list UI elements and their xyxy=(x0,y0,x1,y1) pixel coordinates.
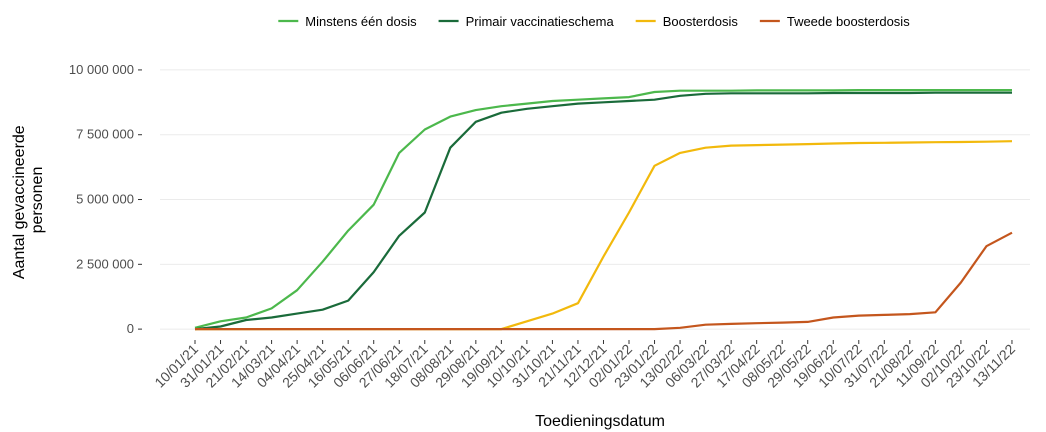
series-line xyxy=(195,140,1013,331)
series-line xyxy=(195,231,1013,331)
y-tick-label: 7 500 000 xyxy=(76,127,134,142)
legend-label: Boosterdosis xyxy=(663,14,739,29)
legend-label: Primair vaccinatieschema xyxy=(466,14,615,29)
y-axis-title-line: personen xyxy=(29,167,46,234)
series-line xyxy=(194,91,1012,331)
x-axis-title: Toedieningsdatum xyxy=(535,413,665,430)
y-axis-title: Aantal gevaccineerde personen xyxy=(11,121,46,279)
y-tick-label: 0 xyxy=(127,321,134,336)
legend-label: Minstens één dosis xyxy=(305,14,417,29)
y-tick-label: 2 500 000 xyxy=(76,256,134,271)
legend-label: Tweede boosterdosis xyxy=(787,14,910,29)
y-tick-label: 10 000 000 xyxy=(69,62,134,77)
legend: Minstens één dosis Primair vaccinatiesche… xyxy=(278,14,910,29)
series-line xyxy=(194,89,1012,329)
y-axis-title-line: Aantal gevaccineerde xyxy=(11,125,28,279)
y-tick-label: 5 000 000 xyxy=(76,192,134,207)
